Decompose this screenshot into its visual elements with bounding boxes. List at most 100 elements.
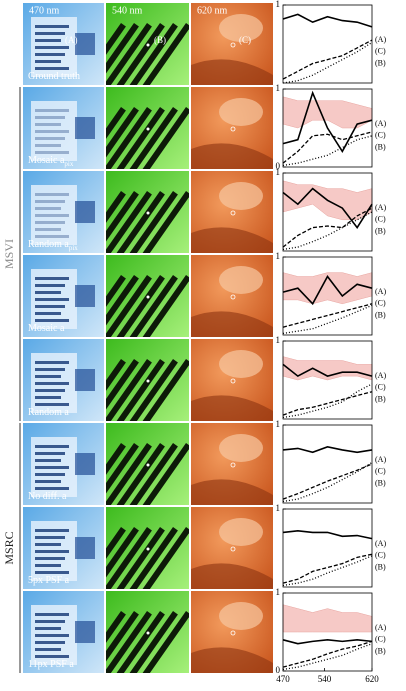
- marker: [146, 295, 150, 299]
- row-label-text: Mosaic a: [28, 155, 65, 166]
- stripe: [35, 473, 65, 476]
- stripe: [35, 368, 65, 371]
- image-panel: [23, 339, 104, 421]
- stripe: [106, 275, 126, 337]
- image-content: [106, 423, 189, 505]
- legend-label: (B): [375, 394, 386, 403]
- stripe: [35, 207, 61, 210]
- stripe: [35, 144, 61, 147]
- line-series: [282, 638, 373, 645]
- stripe: [35, 613, 69, 616]
- stripe: [108, 359, 165, 421]
- image-panel: [23, 423, 104, 505]
- line-series: [282, 461, 373, 503]
- plot-frame: [282, 88, 373, 168]
- y-tick-label: 1: [276, 251, 281, 261]
- block: [75, 537, 95, 559]
- shadow: [191, 59, 273, 85]
- stripe: [35, 137, 65, 140]
- image-panel: [23, 87, 104, 169]
- block: [75, 453, 95, 475]
- y-tick-label: 0: [276, 161, 281, 171]
- line-series: [282, 303, 373, 328]
- stripe: [134, 527, 189, 589]
- image-panel: [106, 591, 189, 673]
- image-content: [191, 339, 273, 421]
- plot-frame: [282, 256, 373, 336]
- stripe: [134, 443, 189, 505]
- image-panel: [191, 507, 273, 589]
- stripe: [35, 67, 69, 70]
- legend-label: (C): [375, 131, 386, 140]
- error-band: [282, 604, 373, 633]
- row-label-text: 11px PSF a: [28, 659, 74, 670]
- row-label-text: Random a: [28, 407, 69, 418]
- row-label-text: No diff. a: [28, 491, 67, 502]
- stripe: [134, 22, 189, 85]
- image-content: [106, 591, 189, 673]
- chart-card: [31, 185, 77, 245]
- x-tick-label: 470: [276, 674, 290, 684]
- row-label: Random apix: [28, 239, 78, 251]
- line-series: [282, 131, 373, 164]
- stripe: [35, 382, 69, 385]
- stripe: [35, 396, 61, 399]
- legend-label: (A): [375, 119, 386, 128]
- image-label: (B): [154, 35, 166, 45]
- row-label: Mosaic a: [28, 323, 65, 334]
- marker: [230, 630, 236, 636]
- line-series: [282, 275, 373, 306]
- stripe: [108, 107, 165, 169]
- y-tick-label: 1: [276, 0, 281, 9]
- column-header: 620 nm: [197, 5, 228, 16]
- stripe: [35, 116, 65, 119]
- stripe: [35, 277, 69, 280]
- marker: [230, 546, 236, 552]
- shadow: [191, 563, 273, 589]
- stripe: [35, 536, 65, 539]
- line-series: [282, 530, 373, 540]
- line-series: [282, 391, 373, 416]
- stripe: [106, 610, 126, 673]
- stripe: [35, 228, 61, 231]
- image-content: [106, 3, 189, 85]
- shadow: [191, 143, 273, 169]
- row-label-text: Ground truth: [28, 71, 80, 82]
- stripe: [35, 480, 61, 483]
- stripe: [35, 60, 61, 63]
- stripe: [121, 107, 178, 169]
- image-content: [23, 171, 104, 253]
- image-content: [23, 3, 104, 85]
- stripe: [106, 359, 139, 421]
- image-panel: [106, 255, 189, 337]
- legend-label: (C): [375, 299, 386, 308]
- highlight: [219, 518, 263, 546]
- line-series: [282, 363, 373, 378]
- line-series: [282, 304, 373, 335]
- image-content: [191, 255, 273, 337]
- stripe: [35, 452, 65, 455]
- stripe: [35, 445, 69, 448]
- image-content: [191, 171, 273, 253]
- stripe: [134, 275, 189, 337]
- image-panel: [106, 507, 189, 589]
- highlight: [219, 98, 263, 126]
- image-panel: [191, 339, 273, 421]
- image-panel: [191, 255, 273, 337]
- stripe: [134, 610, 189, 673]
- group-label: MSRC: [2, 531, 16, 564]
- group-label: MSVI: [2, 239, 16, 269]
- row-label: Mosaic apix: [28, 155, 74, 167]
- image-content: [23, 591, 104, 673]
- marker: [146, 463, 150, 467]
- image-content: [106, 507, 189, 589]
- stripe: [35, 193, 69, 196]
- block: [75, 117, 95, 139]
- plot-frame: [282, 4, 373, 84]
- image-content: [23, 339, 104, 421]
- stripe: [35, 109, 69, 112]
- marker: [146, 631, 150, 635]
- stripe: [106, 443, 139, 505]
- stripe: [35, 655, 69, 658]
